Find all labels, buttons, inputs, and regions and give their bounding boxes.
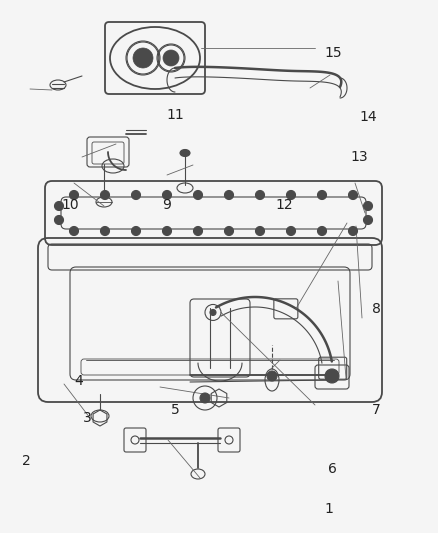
Circle shape — [225, 190, 233, 199]
Circle shape — [267, 371, 277, 381]
Circle shape — [162, 190, 172, 199]
Circle shape — [318, 190, 326, 199]
Circle shape — [163, 50, 179, 66]
Text: 9: 9 — [162, 198, 171, 212]
Text: 13: 13 — [350, 150, 368, 164]
Circle shape — [133, 48, 153, 68]
Circle shape — [255, 190, 265, 199]
Circle shape — [194, 227, 202, 236]
Text: 5: 5 — [171, 403, 180, 417]
Text: 1: 1 — [324, 502, 333, 516]
Circle shape — [100, 190, 110, 199]
Circle shape — [364, 215, 372, 224]
Circle shape — [318, 227, 326, 236]
Text: 8: 8 — [372, 302, 381, 316]
Circle shape — [70, 227, 78, 236]
Text: 12: 12 — [276, 198, 293, 212]
Circle shape — [131, 190, 141, 199]
Circle shape — [364, 201, 372, 211]
Text: 7: 7 — [372, 403, 381, 417]
Circle shape — [131, 227, 141, 236]
Text: 14: 14 — [359, 110, 377, 124]
Circle shape — [200, 393, 210, 403]
Circle shape — [54, 201, 64, 211]
Ellipse shape — [180, 149, 190, 157]
Text: 15: 15 — [324, 46, 342, 60]
Circle shape — [54, 215, 64, 224]
Text: 3: 3 — [83, 411, 92, 425]
Circle shape — [286, 227, 296, 236]
Circle shape — [225, 227, 233, 236]
Circle shape — [349, 227, 357, 236]
Circle shape — [210, 310, 216, 316]
Circle shape — [70, 190, 78, 199]
Text: 4: 4 — [74, 374, 83, 388]
Circle shape — [286, 190, 296, 199]
Circle shape — [255, 227, 265, 236]
Circle shape — [162, 227, 172, 236]
Circle shape — [100, 227, 110, 236]
Text: 11: 11 — [166, 108, 184, 122]
Text: 2: 2 — [22, 454, 31, 468]
Circle shape — [349, 190, 357, 199]
Circle shape — [194, 190, 202, 199]
Text: 6: 6 — [328, 462, 337, 476]
Circle shape — [325, 369, 339, 383]
Text: 10: 10 — [61, 198, 79, 212]
